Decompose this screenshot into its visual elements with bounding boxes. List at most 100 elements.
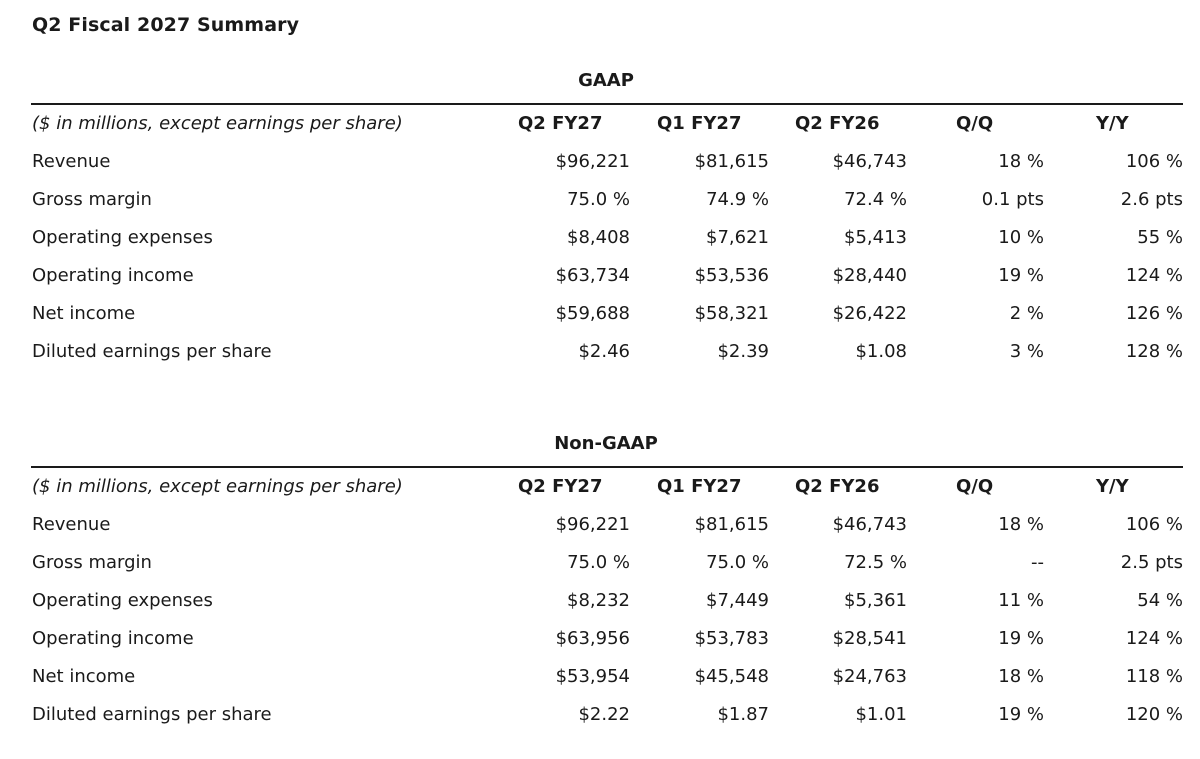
table-row: Operating income $63,956 $53,783 $28,541… (31, 620, 1183, 658)
row-label: Gross margin (32, 552, 152, 573)
row-label: Revenue (32, 514, 111, 535)
table-cell: $45,548 (694, 666, 769, 687)
column-header: Y/Y (1096, 113, 1129, 134)
table-cell: $53,783 (694, 628, 769, 649)
table-header-row: ($ in millions, except earnings per shar… (31, 468, 1183, 506)
table-cell: 124 % (1125, 265, 1183, 286)
table-cell: 126 % (1125, 303, 1183, 324)
table-cell: 75.0 % (706, 552, 769, 573)
table-cell: 2.6 pts (1120, 189, 1183, 210)
table-cell: 120 % (1125, 704, 1183, 725)
table-cell: $2.46 (578, 341, 630, 362)
section-heading-text: GAAP (578, 70, 634, 91)
table-cell: 72.4 % (844, 189, 907, 210)
table-cell: $5,413 (844, 227, 907, 248)
table-cell: $53,954 (555, 666, 630, 687)
row-label: Gross margin (32, 189, 152, 210)
column-header: Q1 FY27 (657, 113, 742, 134)
column-header: Q/Q (956, 113, 994, 134)
table-header-row: ($ in millions, except earnings per shar… (31, 105, 1183, 143)
table-cell: 118 % (1125, 666, 1183, 687)
section-divider (31, 103, 1183, 105)
table-cell: -- (1031, 552, 1044, 573)
units-note: ($ in millions, except earnings per shar… (32, 476, 403, 497)
table-cell: 19 % (998, 265, 1044, 286)
table-cell: $59,688 (555, 303, 630, 324)
table-cell: 106 % (1125, 151, 1183, 172)
table-row: Diluted earnings per share $2.46 $2.39 $… (31, 333, 1183, 371)
table-cell: $7,449 (706, 590, 769, 611)
table-row: Net income $53,954 $45,548 $24,763 18 % … (31, 658, 1183, 696)
table-cell: 54 % (1137, 590, 1183, 611)
column-header: Q2 FY27 (518, 113, 603, 134)
table-cell: $1.08 (855, 341, 907, 362)
table-cell: 128 % (1125, 341, 1183, 362)
row-label: Diluted earnings per share (32, 341, 272, 362)
row-label: Operating income (32, 265, 194, 286)
table-cell: $46,743 (832, 151, 907, 172)
table-cell: $96,221 (555, 151, 630, 172)
table-cell: $63,734 (555, 265, 630, 286)
table-row: Operating expenses $8,408 $7,621 $5,413 … (31, 219, 1183, 257)
row-label: Revenue (32, 151, 111, 172)
section-heading-text: Non-GAAP (554, 433, 658, 454)
table-row: Revenue $96,221 $81,615 $46,743 18 % 106… (31, 506, 1183, 544)
table-cell: $8,232 (567, 590, 630, 611)
table-cell: $96,221 (555, 514, 630, 535)
gaap-table: ($ in millions, except earnings per shar… (31, 105, 1183, 371)
column-header: Q2 FY26 (795, 113, 880, 134)
row-label: Diluted earnings per share (32, 704, 272, 725)
table-cell: $24,763 (832, 666, 907, 687)
table-cell: 10 % (998, 227, 1044, 248)
table-cell: 55 % (1137, 227, 1183, 248)
table-cell: 106 % (1125, 514, 1183, 535)
table-cell: 18 % (998, 151, 1044, 172)
table-cell: 18 % (998, 514, 1044, 535)
table-cell: 2.5 pts (1120, 552, 1183, 573)
table-cell: $1.01 (855, 704, 907, 725)
section-divider (31, 466, 1183, 468)
table-cell: 2 % (1009, 303, 1044, 324)
table-cell: 19 % (998, 704, 1044, 725)
row-label: Net income (32, 303, 136, 324)
table-cell: 72.5 % (844, 552, 907, 573)
page-title: Q2 Fiscal 2027 Summary (32, 14, 300, 36)
table-cell: 19 % (998, 628, 1044, 649)
table-cell: $2.22 (578, 704, 630, 725)
table-cell: $46,743 (832, 514, 907, 535)
column-header: Q1 FY27 (657, 476, 742, 497)
table-row: Diluted earnings per share $2.22 $1.87 $… (31, 696, 1183, 734)
table-cell: $2.39 (717, 341, 769, 362)
units-note: ($ in millions, except earnings per shar… (32, 113, 403, 134)
table-row: Gross margin 75.0 % 74.9 % 72.4 % 0.1 pt… (31, 181, 1183, 219)
table-row: Operating income $63,734 $53,536 $28,440… (31, 257, 1183, 295)
table-row: Gross margin 75.0 % 75.0 % 72.5 % -- 2.5… (31, 544, 1183, 582)
column-header: Q2 FY27 (518, 476, 603, 497)
row-label: Operating expenses (32, 590, 213, 611)
table-cell: 18 % (998, 666, 1044, 687)
table-cell: 75.0 % (567, 552, 630, 573)
column-header: Q/Q (956, 476, 994, 497)
table-cell: $8,408 (567, 227, 630, 248)
table-cell: 11 % (998, 590, 1044, 611)
table-row: Operating expenses $8,232 $7,449 $5,361 … (31, 582, 1183, 620)
non-gaap-table: ($ in millions, except earnings per shar… (31, 468, 1183, 734)
row-label: Net income (32, 666, 136, 687)
table-cell: $81,615 (694, 514, 769, 535)
table-cell: $26,422 (832, 303, 907, 324)
table-cell: 74.9 % (706, 189, 769, 210)
table-cell: 0.1 pts (981, 189, 1044, 210)
column-header: Q2 FY26 (795, 476, 880, 497)
table-cell: $28,541 (832, 628, 907, 649)
row-label: Operating income (32, 628, 194, 649)
table-cell: $53,536 (694, 265, 769, 286)
table-cell: $63,956 (555, 628, 630, 649)
table-cell: $28,440 (832, 265, 907, 286)
table-cell: $5,361 (844, 590, 907, 611)
column-header: Y/Y (1096, 476, 1129, 497)
row-label: Operating expenses (32, 227, 213, 248)
table-cell: 124 % (1125, 628, 1183, 649)
table-row: Net income $59,688 $58,321 $26,422 2 % 1… (31, 295, 1183, 333)
table-cell: $1.87 (717, 704, 769, 725)
table-row: Revenue $96,221 $81,615 $46,743 18 % 106… (31, 143, 1183, 181)
